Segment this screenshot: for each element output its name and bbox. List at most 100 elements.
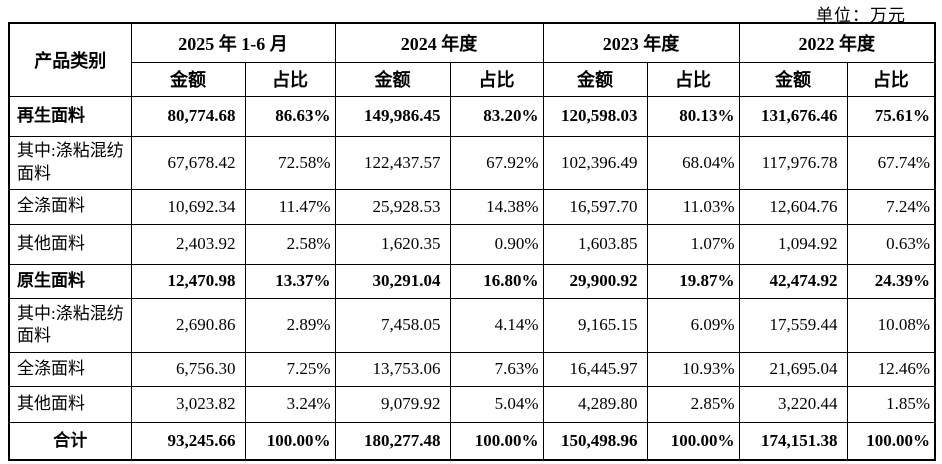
table-row: 其中:涤粘混纺面料 67,678.42 72.58% 122,437.57 67.92%… xyxy=(8,135,936,190)
product-name-cell: 其中:涤粘混纺面料 xyxy=(8,135,132,190)
amount-cell: 80,774.68 xyxy=(130,95,246,137)
table-body: 再生面料 80,774.68 86.63% 149,986.45 83.20% 120,5… xyxy=(8,95,936,461)
amount-cell: 21,695.04 xyxy=(738,351,848,387)
table-row: 其他面料 2,403.92 2.58% 1,620.35 0.90% 1,603.85 1.… xyxy=(8,223,936,265)
share-cell: 7.25% xyxy=(244,351,336,387)
amount-cell: 102,396.49 xyxy=(542,135,648,190)
share-cell: 0.90% xyxy=(449,223,544,265)
product-name-cell: 全涤面料 xyxy=(8,188,132,225)
share-cell: 7.63% xyxy=(449,351,544,387)
amount-cell: 42,474.92 xyxy=(738,263,848,299)
share-cell: 14.38% xyxy=(449,188,544,225)
product-name-cell: 全涤面料 xyxy=(8,351,132,387)
product-name-cell: 其他面料 xyxy=(8,385,132,423)
amount-header: 金额 xyxy=(738,61,848,97)
product-name-cell: 合计 xyxy=(8,421,132,461)
share-cell: 6.09% xyxy=(646,297,740,353)
amount-cell: 1,094.92 xyxy=(738,223,848,265)
amount-cell: 17,559.44 xyxy=(738,297,848,353)
share-cell: 13.37% xyxy=(244,263,336,299)
amount-cell: 2,690.86 xyxy=(130,297,246,353)
unit-label: 单位：万元 xyxy=(816,6,906,25)
table-row: 合计 93,245.66 100.00% 180,277.48 100.00% 150,4… xyxy=(8,421,936,461)
amount-cell: 67,678.42 xyxy=(130,135,246,190)
share-cell: 10.93% xyxy=(646,351,740,387)
share-cell: 2.89% xyxy=(244,297,336,353)
amount-cell: 149,986.45 xyxy=(334,95,451,137)
amount-cell: 10,692.34 xyxy=(130,188,246,225)
share-cell: 100.00% xyxy=(646,421,740,461)
share-header: 占比 xyxy=(846,61,936,97)
share-cell: 100.00% xyxy=(449,421,544,461)
share-cell: 19.87% xyxy=(646,263,740,299)
amount-cell: 1,620.35 xyxy=(334,223,451,265)
amount-cell: 9,079.92 xyxy=(334,385,451,423)
amount-cell: 13,753.06 xyxy=(334,351,451,387)
amount-cell: 120,598.03 xyxy=(542,95,648,137)
share-cell: 1.85% xyxy=(846,385,936,423)
header-row-subheaders: 金额 占比 金额 占比 金额 占比 金额 占比 xyxy=(9,61,936,97)
amount-header: 金额 xyxy=(334,61,451,97)
share-cell: 4.14% xyxy=(449,297,544,353)
amount-cell: 2,403.92 xyxy=(130,223,246,265)
share-cell: 80.13% xyxy=(646,95,740,137)
share-cell: 75.61% xyxy=(846,95,936,137)
share-cell: 5.04% xyxy=(449,385,544,423)
period-header-2024: 2024 年度 xyxy=(334,22,544,63)
share-cell: 83.20% xyxy=(449,95,544,137)
share-cell: 67.74% xyxy=(846,135,936,190)
amount-cell: 122,437.57 xyxy=(334,135,451,190)
amount-cell: 30,291.04 xyxy=(334,263,451,299)
share-cell: 1.07% xyxy=(646,223,740,265)
amount-cell: 16,597.70 xyxy=(542,188,648,225)
share-cell: 7.24% xyxy=(846,188,936,225)
period-header-2023: 2023 年度 xyxy=(542,22,740,63)
amount-header: 金额 xyxy=(542,61,648,97)
table-row: 全涤面料 6,756.30 7.25% 13,753.06 7.63% 16,445.97… xyxy=(8,351,936,387)
period-header-2022: 2022 年度 xyxy=(738,22,936,63)
share-cell: 10.08% xyxy=(846,297,936,353)
product-name-cell: 原生面料 xyxy=(8,263,132,299)
share-cell: 16.80% xyxy=(449,263,544,299)
product-category-header: 产品类别 xyxy=(8,22,132,97)
amount-cell: 3,220.44 xyxy=(738,385,848,423)
share-cell: 11.47% xyxy=(244,188,336,225)
share-cell: 68.04% xyxy=(646,135,740,190)
share-header: 占比 xyxy=(449,61,544,97)
amount-cell: 93,245.66 xyxy=(130,421,246,461)
amount-cell: 25,928.53 xyxy=(334,188,451,225)
share-cell: 12.46% xyxy=(846,351,936,387)
amount-cell: 1,603.85 xyxy=(542,223,648,265)
amount-cell: 131,676.46 xyxy=(738,95,848,137)
period-header-2025: 2025 年 1-6 月 xyxy=(130,22,336,63)
amount-cell: 3,023.82 xyxy=(130,385,246,423)
share-cell: 2.85% xyxy=(646,385,740,423)
amount-cell: 4,289.80 xyxy=(542,385,648,423)
amount-cell: 12,604.76 xyxy=(738,188,848,225)
amount-cell: 180,277.48 xyxy=(334,421,451,461)
amount-cell: 7,458.05 xyxy=(334,297,451,353)
share-header: 占比 xyxy=(244,61,336,97)
share-cell: 100.00% xyxy=(244,421,336,461)
share-cell: 72.58% xyxy=(244,135,336,190)
table-row: 再生面料 80,774.68 86.63% 149,986.45 83.20% 120,5… xyxy=(8,95,936,137)
amount-cell: 16,445.97 xyxy=(542,351,648,387)
amount-cell: 12,470.98 xyxy=(130,263,246,299)
table-row: 其他面料 3,023.82 3.24% 9,079.92 5.04% 4,289.80 2.… xyxy=(8,385,936,423)
share-cell: 100.00% xyxy=(846,421,936,461)
share-header: 占比 xyxy=(646,61,740,97)
header-row-periods: 产品类别 2025 年 1-6 月 2024 年度 2023 年度 2022 年… xyxy=(8,22,936,97)
amount-cell: 9,165.15 xyxy=(542,297,648,353)
product-category-table: 产品类别 2025 年 1-6 月 2024 年度 2023 年度 2022 年… xyxy=(8,22,936,461)
amount-cell: 150,498.96 xyxy=(542,421,648,461)
share-cell: 2.58% xyxy=(244,223,336,265)
amount-cell: 6,756.30 xyxy=(130,351,246,387)
amount-cell: 29,900.92 xyxy=(542,263,648,299)
product-name-cell: 再生面料 xyxy=(8,95,132,137)
product-name-cell: 其中:涤粘混纺面料 xyxy=(8,297,132,353)
table-row: 其中:涤粘混纺面料 2,690.86 2.89% 7,458.05 4.14% 9,165… xyxy=(8,297,936,353)
table-row: 原生面料 12,470.98 13.37% 30,291.04 16.80% 29,900… xyxy=(8,263,936,299)
share-cell: 67.92% xyxy=(449,135,544,190)
share-cell: 0.63% xyxy=(846,223,936,265)
share-cell: 24.39% xyxy=(846,263,936,299)
